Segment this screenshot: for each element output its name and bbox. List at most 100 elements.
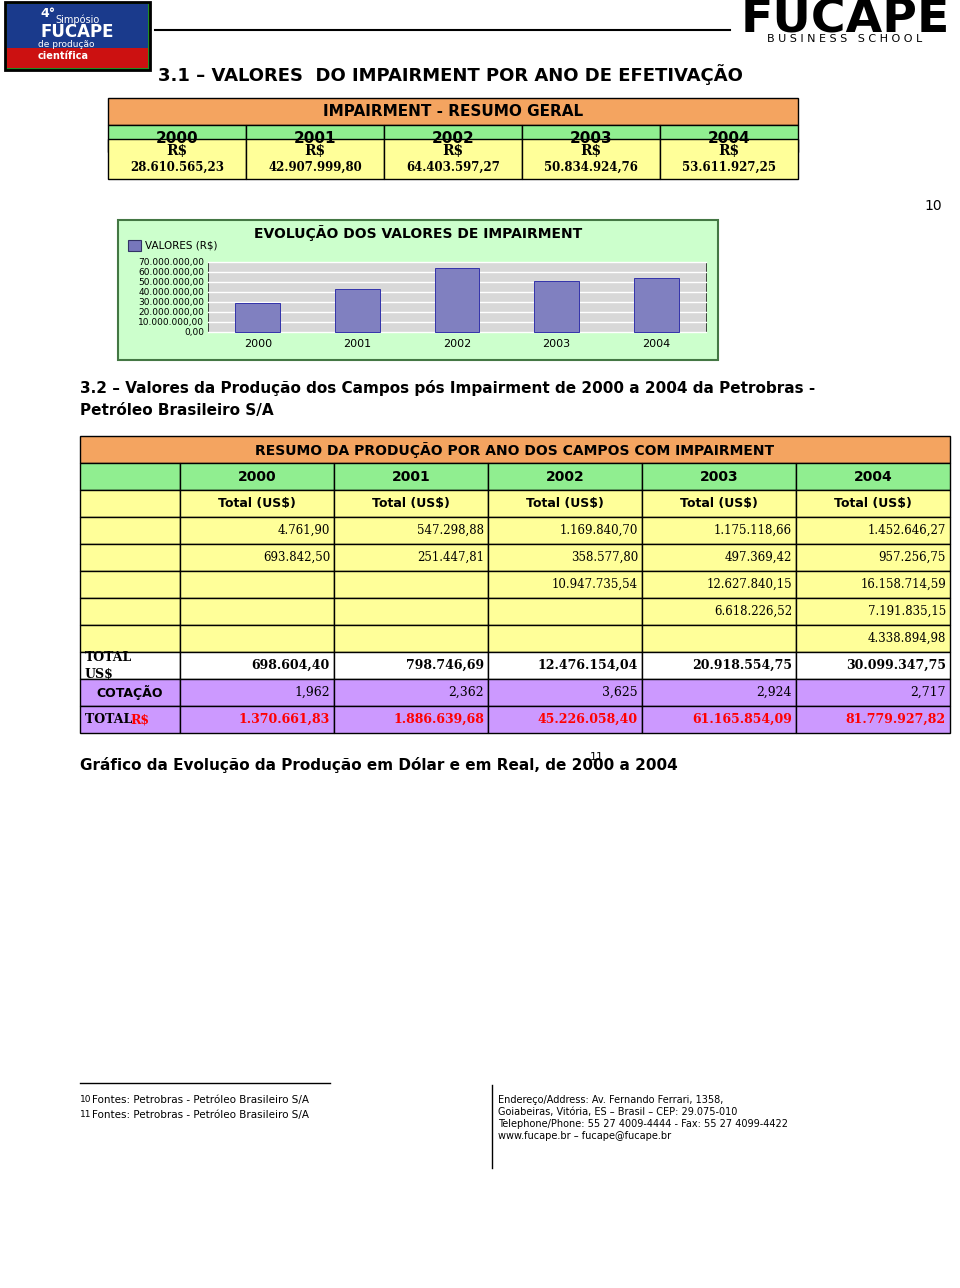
Text: R$: R$: [718, 144, 739, 158]
Text: 4°: 4°: [40, 6, 55, 19]
Text: científica: científica: [38, 52, 89, 61]
Bar: [796, 462, 950, 489]
Bar: [642, 571, 796, 598]
Text: Simpósio: Simpósio: [55, 14, 99, 26]
Text: 4.761,90: 4.761,90: [277, 524, 330, 537]
Bar: [642, 516, 796, 544]
Bar: [180, 462, 334, 489]
Bar: [334, 489, 488, 516]
Text: 693.842,50: 693.842,50: [263, 551, 330, 564]
Text: 61.165.854,09: 61.165.854,09: [692, 714, 792, 726]
Text: 60.000.000,00: 60.000.000,00: [138, 268, 204, 277]
Text: Fontes: Petrobras - Petróleo Brasileiro S/A: Fontes: Petrobras - Petróleo Brasileiro …: [92, 1095, 309, 1105]
Text: 2003: 2003: [700, 470, 738, 483]
Bar: [660, 125, 798, 152]
Text: R$: R$: [130, 714, 149, 726]
Bar: [80, 516, 180, 544]
Bar: [180, 571, 334, 598]
Text: Total (US$): Total (US$): [218, 497, 296, 510]
Bar: [180, 544, 334, 571]
Bar: [642, 652, 796, 679]
Text: 497.369,42: 497.369,42: [725, 551, 792, 564]
Text: 20.000.000,00: 20.000.000,00: [138, 308, 204, 317]
Text: 957.256,75: 957.256,75: [878, 551, 946, 564]
Bar: [180, 679, 334, 706]
Text: 2001: 2001: [344, 339, 372, 349]
Text: 2,924: 2,924: [756, 687, 792, 699]
Text: 28.610.565,23: 28.610.565,23: [130, 161, 224, 174]
Text: 12.627.840,15: 12.627.840,15: [707, 578, 792, 591]
Text: 64.403.597,27: 64.403.597,27: [406, 161, 500, 174]
Text: 50.834.924,76: 50.834.924,76: [544, 161, 638, 174]
Bar: [642, 489, 796, 516]
Bar: [80, 679, 180, 706]
Text: 7.191.835,15: 7.191.835,15: [868, 605, 946, 618]
Text: 2001: 2001: [294, 131, 336, 146]
Text: 6.618.226,52: 6.618.226,52: [714, 605, 792, 618]
Text: Endereço/Address: Av. Fernando Ferrari, 1358,: Endereço/Address: Av. Fernando Ferrari, …: [498, 1095, 724, 1105]
Text: 698.604,40: 698.604,40: [252, 659, 330, 672]
Bar: [80, 489, 180, 516]
Text: 2003: 2003: [569, 131, 612, 146]
Bar: [180, 625, 334, 652]
Bar: [642, 625, 796, 652]
Bar: [334, 598, 488, 625]
Text: 20.918.554,75: 20.918.554,75: [692, 659, 792, 672]
Text: R$: R$: [166, 144, 187, 158]
Text: FUCAPE: FUCAPE: [40, 23, 113, 41]
Bar: [796, 516, 950, 544]
Text: 11: 11: [590, 752, 604, 762]
Bar: [488, 544, 642, 571]
Bar: [334, 706, 488, 733]
Bar: [796, 544, 950, 571]
Text: 40.000.000,00: 40.000.000,00: [138, 287, 204, 296]
Bar: [796, 489, 950, 516]
Text: 2000: 2000: [244, 339, 272, 349]
Text: 251.447,81: 251.447,81: [417, 551, 484, 564]
Text: 2003: 2003: [542, 339, 570, 349]
Bar: [108, 139, 246, 179]
Text: 3.1 – VALORES  DO IMPAIRMENT POR ANO DE EFETIVAÇÃO: 3.1 – VALORES DO IMPAIRMENT POR ANO DE E…: [158, 64, 743, 85]
Bar: [180, 706, 334, 733]
Text: 50.000.000,00: 50.000.000,00: [138, 277, 204, 286]
Text: 12.476.154,04: 12.476.154,04: [538, 659, 638, 672]
Text: 1.169.840,70: 1.169.840,70: [560, 524, 638, 537]
Text: R$: R$: [581, 144, 602, 158]
Text: TOTAL
US$: TOTAL US$: [85, 650, 132, 680]
Text: Fontes: Petrobras - Petróleo Brasileiro S/A: Fontes: Petrobras - Petróleo Brasileiro …: [92, 1110, 309, 1121]
Bar: [246, 125, 384, 152]
Bar: [334, 652, 488, 679]
Bar: [488, 462, 642, 489]
Bar: [384, 139, 522, 179]
Bar: [235, 304, 280, 332]
Text: EVOLUÇÃO DOS VALORES DE IMPAIRMENT: EVOLUÇÃO DOS VALORES DE IMPAIRMENT: [253, 225, 582, 241]
Text: 358.577,80: 358.577,80: [571, 551, 638, 564]
Bar: [334, 571, 488, 598]
Text: RESUMO DA PRODUÇÃO POR ANO DOS CAMPOS COM IMPAIRMENT: RESUMO DA PRODUÇÃO POR ANO DOS CAMPOS CO…: [255, 442, 775, 457]
Bar: [796, 706, 950, 733]
Bar: [488, 706, 642, 733]
Bar: [208, 261, 706, 332]
Text: FUCAPE: FUCAPE: [740, 0, 949, 43]
Text: 10: 10: [924, 200, 942, 213]
Bar: [796, 598, 950, 625]
Text: Goiabeiras, Vitória, ES – Brasil – CEP: 29.075-010: Goiabeiras, Vitória, ES – Brasil – CEP: …: [498, 1106, 737, 1117]
Text: 16.158.714,59: 16.158.714,59: [860, 578, 946, 591]
Bar: [642, 462, 796, 489]
Text: 1.452.646,27: 1.452.646,27: [868, 524, 946, 537]
Text: 70.000.000,00: 70.000.000,00: [138, 258, 204, 267]
Text: 547.298,88: 547.298,88: [417, 524, 484, 537]
Text: 0,00: 0,00: [184, 327, 204, 336]
Text: 10.000.000,00: 10.000.000,00: [138, 318, 204, 326]
Text: 2002: 2002: [432, 131, 474, 146]
Text: 2002: 2002: [545, 470, 585, 483]
Bar: [796, 679, 950, 706]
Text: Total (US$): Total (US$): [834, 497, 912, 510]
Bar: [80, 625, 180, 652]
Text: 798.746,69: 798.746,69: [406, 659, 484, 672]
Text: 2000: 2000: [156, 131, 199, 146]
Bar: [642, 706, 796, 733]
Text: 10: 10: [80, 1095, 91, 1104]
Text: TOTAL: TOTAL: [85, 714, 136, 726]
Bar: [80, 462, 180, 489]
